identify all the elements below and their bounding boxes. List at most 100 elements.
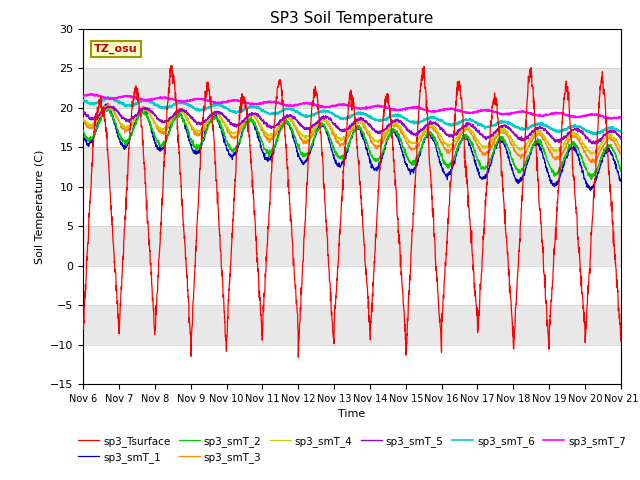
- sp3_Tsurface: [294, 354, 302, 360]
- Bar: [83, 29, 621, 68]
- sp3_smT_5: [79, 108, 87, 114]
- sp3_smT_1: [380, 149, 387, 155]
- sp3_Tsurface: [585, 279, 593, 285]
- Line: sp3_smT_2: sp3_smT_2: [83, 107, 621, 180]
- sp3_smT_6: [104, 94, 112, 99]
- sp3_smT_7: [368, 104, 376, 110]
- sp3_smT_5: [368, 125, 376, 131]
- sp3_Tsurface: [570, 177, 577, 183]
- sp3_smT_5: [591, 141, 599, 147]
- Line: sp3_smT_4: sp3_smT_4: [83, 105, 621, 154]
- sp3_smT_2: [368, 153, 376, 159]
- Bar: [83, 187, 621, 226]
- sp3_smT_7: [607, 116, 614, 122]
- sp3_smT_2: [380, 147, 387, 153]
- sp3_smT_7: [570, 113, 577, 119]
- sp3_smT_4: [570, 129, 577, 135]
- sp3_Tsurface: [230, 209, 237, 215]
- sp3_smT_3: [591, 160, 598, 166]
- Bar: [83, 147, 621, 187]
- sp3_Tsurface: [380, 111, 387, 117]
- sp3_smT_5: [584, 137, 592, 143]
- sp3_smT_6: [570, 123, 577, 129]
- Bar: [83, 305, 621, 345]
- sp3_smT_3: [79, 117, 87, 122]
- Bar: [83, 68, 621, 108]
- sp3_smT_7: [89, 91, 97, 97]
- Line: sp3_smT_3: sp3_smT_3: [83, 103, 621, 163]
- Legend: sp3_Tsurface, sp3_smT_1, sp3_smT_2, sp3_smT_3, sp3_smT_4, sp3_smT_5, sp3_smT_6, : sp3_Tsurface, sp3_smT_1, sp3_smT_2, sp3_…: [74, 432, 630, 467]
- sp3_smT_5: [104, 103, 112, 109]
- sp3_smT_5: [617, 136, 625, 142]
- sp3_Tsurface: [368, 301, 376, 307]
- sp3_smT_2: [105, 104, 113, 109]
- sp3_smT_5: [570, 127, 577, 132]
- sp3_smT_6: [380, 117, 387, 123]
- sp3_smT_7: [79, 93, 87, 98]
- sp3_smT_7: [584, 112, 592, 118]
- sp3_smT_4: [106, 102, 113, 108]
- sp3_smT_3: [570, 133, 577, 139]
- sp3_smT_3: [380, 138, 387, 144]
- sp3_smT_1: [368, 163, 376, 168]
- sp3_smT_1: [79, 132, 87, 138]
- sp3_smT_4: [617, 145, 625, 151]
- sp3_smT_2: [584, 171, 592, 177]
- sp3_smT_2: [230, 149, 237, 155]
- sp3_smT_7: [508, 110, 516, 116]
- sp3_smT_7: [380, 104, 387, 109]
- sp3_smT_3: [230, 135, 237, 141]
- sp3_smT_3: [617, 151, 625, 156]
- sp3_smT_1: [587, 188, 595, 193]
- sp3_smT_4: [368, 135, 376, 141]
- sp3_smT_4: [79, 115, 87, 121]
- sp3_smT_6: [584, 129, 592, 134]
- Bar: [83, 226, 621, 265]
- sp3_smT_4: [584, 148, 592, 154]
- sp3_smT_6: [368, 115, 376, 120]
- sp3_smT_6: [230, 109, 237, 115]
- Line: sp3_smT_1: sp3_smT_1: [83, 104, 621, 191]
- sp3_smT_6: [79, 97, 87, 103]
- sp3_Tsurface: [168, 62, 176, 68]
- sp3_Tsurface: [509, 324, 516, 330]
- sp3_smT_4: [230, 130, 237, 136]
- sp3_smT_7: [617, 114, 625, 120]
- sp3_smT_4: [508, 137, 516, 143]
- Text: TZ_osu: TZ_osu: [94, 44, 138, 54]
- Line: sp3_smT_5: sp3_smT_5: [83, 106, 621, 144]
- Bar: [83, 108, 621, 147]
- sp3_smT_4: [587, 151, 595, 157]
- sp3_smT_3: [584, 157, 592, 163]
- sp3_smT_2: [79, 127, 87, 133]
- sp3_smT_3: [104, 100, 112, 106]
- Line: sp3_smT_6: sp3_smT_6: [83, 96, 621, 135]
- sp3_smT_1: [584, 185, 592, 191]
- Y-axis label: Soil Temperature (C): Soil Temperature (C): [35, 149, 45, 264]
- sp3_smT_2: [570, 141, 577, 146]
- sp3_smT_1: [508, 168, 516, 173]
- sp3_smT_3: [508, 143, 516, 148]
- sp3_smT_6: [508, 123, 516, 129]
- sp3_smT_3: [368, 140, 376, 146]
- sp3_smT_1: [570, 144, 577, 150]
- sp3_smT_5: [230, 121, 237, 127]
- sp3_smT_2: [588, 177, 595, 182]
- sp3_smT_4: [380, 134, 387, 140]
- sp3_smT_6: [617, 128, 625, 134]
- sp3_smT_2: [617, 168, 625, 174]
- Bar: [83, 265, 621, 305]
- sp3_smT_6: [592, 132, 600, 138]
- sp3_smT_1: [230, 153, 237, 158]
- Line: sp3_Tsurface: sp3_Tsurface: [83, 65, 621, 357]
- sp3_Tsurface: [617, 338, 625, 344]
- Line: sp3_smT_7: sp3_smT_7: [83, 94, 621, 119]
- Bar: [83, 345, 621, 384]
- sp3_smT_5: [508, 128, 516, 134]
- sp3_smT_1: [104, 101, 111, 107]
- sp3_smT_2: [508, 157, 516, 163]
- Title: SP3 Soil Temperature: SP3 Soil Temperature: [270, 11, 434, 26]
- sp3_smT_7: [230, 97, 237, 103]
- sp3_smT_5: [380, 127, 387, 133]
- X-axis label: Time: Time: [339, 409, 365, 419]
